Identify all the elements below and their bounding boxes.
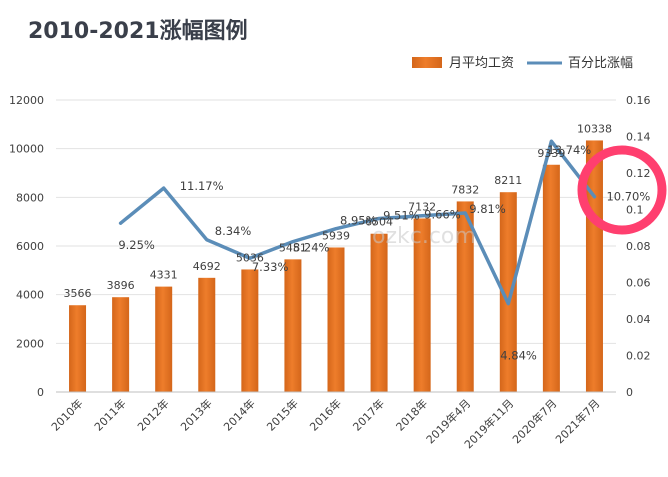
growth-point	[162, 186, 166, 190]
growth-point	[377, 216, 381, 220]
bar-value-label: 5036	[236, 251, 264, 264]
bar-mark	[69, 305, 87, 392]
data-labels: 3566 3896 4331 4692 5036 5451 5939 6504 7132 7832…	[64, 122, 651, 362]
highlight-circle	[577, 145, 667, 235]
bar-value-label: 7132	[408, 200, 436, 213]
left-axis-tick-label: 6000	[16, 240, 44, 253]
left-axis-tick-label: 12000	[9, 94, 44, 107]
bar-mark	[413, 218, 431, 392]
right-axis-tick-label: 0.06	[626, 277, 651, 290]
bar-mark	[327, 247, 345, 392]
x-axis-tick-label: 2020年7月	[509, 396, 559, 446]
bar-value-label: 3566	[64, 287, 92, 300]
bar-mark	[370, 233, 388, 392]
x-axis-tick-label: 2015年	[264, 396, 301, 433]
x-axis-tick-label: 2018年	[393, 396, 430, 433]
bar-value-label: 5451	[279, 241, 307, 254]
growth-point	[205, 238, 209, 242]
gridlines	[56, 99, 616, 344]
salary-bars	[69, 140, 603, 392]
bar-value-label: 3896	[107, 279, 135, 292]
right-axis-tick-label: 0.04	[626, 313, 651, 326]
legend: 月平均工资 百分比涨幅	[412, 56, 633, 71]
bar-mark	[585, 140, 603, 392]
bar-value-label: 4331	[150, 269, 178, 282]
bar-mark	[284, 259, 302, 392]
growth-value-label: 11.17%	[180, 179, 224, 193]
bar-value-label: 5939	[322, 229, 350, 242]
growth-value-label: 9.66%	[424, 208, 461, 222]
bar-mark	[499, 192, 517, 392]
x-axis-tick-label: 2017年	[350, 396, 387, 433]
bar-value-label: 8211	[494, 174, 522, 187]
growth-point	[506, 302, 510, 306]
left-axis-tick-label: 4000	[16, 289, 44, 302]
right-axis-tick-label: 0.1	[626, 204, 644, 217]
x-axis-tick-label: 2010年	[48, 396, 85, 433]
right-axis-tick-label: 0.12	[626, 167, 651, 180]
growth-point	[420, 214, 424, 218]
growth-value-label: 9.51%	[383, 208, 420, 222]
bar-value-label: 6504	[365, 216, 393, 229]
growth-value-label: 10.70%	[606, 190, 650, 204]
bar-mark	[155, 286, 173, 392]
right-axis-tick-label: 0.14	[626, 131, 651, 144]
growth-point	[119, 221, 123, 225]
growth-value-label: 9.81%	[469, 202, 506, 216]
legend-line-label: 百分比涨幅	[568, 56, 633, 71]
x-axis-tick-label: 2013年	[177, 396, 214, 433]
growth-value-label: 8.34%	[215, 224, 252, 238]
bar-mark	[198, 277, 216, 392]
growth-point	[291, 240, 295, 244]
growth-value-label: 8.95%	[340, 214, 377, 228]
bar-value-label: 10338	[577, 122, 612, 135]
growth-point	[463, 211, 467, 215]
bar-value-label: 4692	[193, 260, 221, 273]
x-axis-tick-label: 2016年	[307, 396, 344, 433]
growth-point	[248, 256, 252, 260]
bar-mark	[456, 201, 474, 392]
growth-value-label: 13.74%	[547, 143, 591, 157]
right-axis-tick-label: 0	[626, 386, 633, 399]
x-axis-tick-label: 2014年	[220, 396, 257, 433]
growth-line-path	[118, 139, 597, 306]
growth-point	[334, 227, 338, 231]
legend-bar-swatch	[412, 57, 442, 68]
left-axis-tick-label: 2000	[16, 337, 44, 350]
bar-value-label: 9339	[537, 147, 565, 160]
growth-value-label: 8.24%	[293, 241, 330, 255]
bar-mark	[542, 164, 560, 392]
left-axis-tick-label: 8000	[16, 191, 44, 204]
growth-value-label: 9.25%	[118, 238, 155, 252]
left-axis-tick-label: 10000	[9, 143, 44, 156]
right-axis-tick-label: 0.16	[626, 94, 651, 107]
x-axis-tick-label: 2011年	[91, 396, 128, 433]
bar-value-label: 7832	[451, 183, 479, 196]
legend-bar-label: 月平均工资	[449, 56, 514, 71]
bar-mark	[112, 297, 130, 392]
right-axis-tick-label: 0.02	[626, 350, 651, 363]
x-axis-tick-label: 2021年7月	[552, 396, 602, 446]
growth-value-label: 7.33%	[252, 260, 289, 274]
chart-title: 2010-2021涨幅图例	[28, 19, 248, 44]
left-axis-tick-label: 0	[37, 386, 44, 399]
growth-line	[118, 139, 597, 306]
watermark-text: ozkc.com	[372, 224, 476, 249]
right-axis-tick-label: 0.08	[626, 240, 651, 253]
bar-mark	[241, 269, 259, 392]
growth-point	[592, 195, 596, 199]
growth-value-label: 4.84%	[500, 349, 537, 363]
growth-point	[549, 139, 553, 143]
x-axis-tick-label: 2012年	[134, 396, 171, 433]
